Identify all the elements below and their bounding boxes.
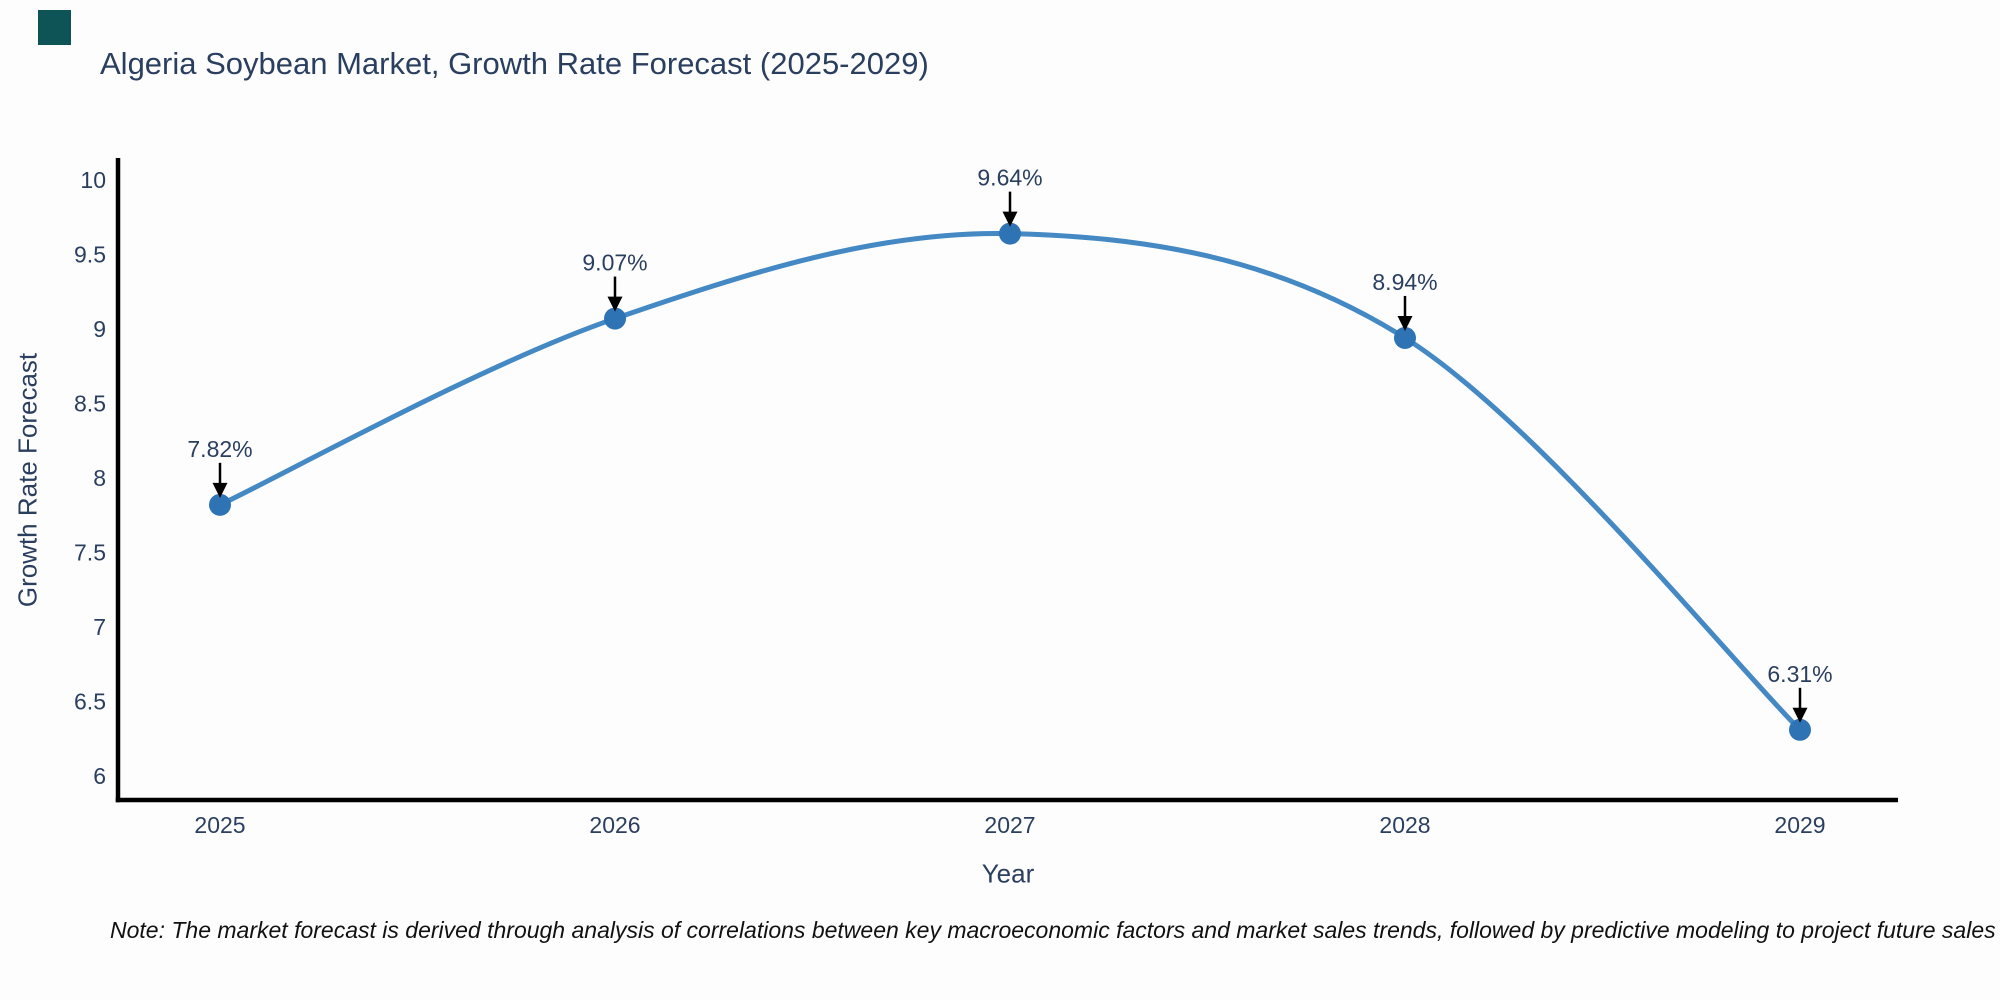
point-annotation-label: 9.07% xyxy=(582,250,647,276)
data-point-marker xyxy=(209,493,231,516)
annotation-arrowhead xyxy=(1397,315,1413,331)
y-tick-label: 9.5 xyxy=(74,242,106,268)
y-tick-label: 9 xyxy=(93,316,106,342)
chart-title: Algeria Soybean Market, Growth Rate Fore… xyxy=(100,46,929,81)
point-annotation-label: 6.31% xyxy=(1767,661,1832,687)
y-tick-label: 6 xyxy=(93,763,106,789)
y-tick-label: 10 xyxy=(80,167,106,193)
annotation-arrowhead xyxy=(1792,707,1808,723)
annotation-arrowhead xyxy=(607,296,623,312)
x-tick-label: 2025 xyxy=(194,812,245,838)
x-tick-label: 2027 xyxy=(984,812,1035,838)
point-annotation-label: 9.64% xyxy=(977,165,1042,191)
y-tick-label: 6.5 xyxy=(74,689,106,715)
x-tick-label: 2026 xyxy=(589,812,640,838)
footnote: Note: The market forecast is derived thr… xyxy=(110,917,1996,943)
y-tick-label: 8 xyxy=(93,465,106,491)
logo-mark xyxy=(38,10,71,45)
data-point-marker xyxy=(999,222,1021,245)
data-point-marker xyxy=(604,307,626,330)
x-tick-label: 2029 xyxy=(1774,812,1825,838)
annotation-arrowhead xyxy=(1002,211,1018,227)
x-tick-label: 2028 xyxy=(1379,812,1430,838)
trend-line xyxy=(218,230,1802,732)
y-tick-label: 8.5 xyxy=(74,391,106,417)
point-annotation-label: 7.82% xyxy=(187,436,252,462)
data-point-marker xyxy=(1789,718,1811,741)
annotation-arrowhead xyxy=(212,482,228,498)
data-point-marker xyxy=(1394,326,1416,349)
y-tick-label: 7.5 xyxy=(74,540,106,566)
x-axis-title: Year xyxy=(981,858,1035,889)
point-annotation-label: 8.94% xyxy=(1372,269,1437,295)
y-tick-label: 7 xyxy=(93,614,106,640)
